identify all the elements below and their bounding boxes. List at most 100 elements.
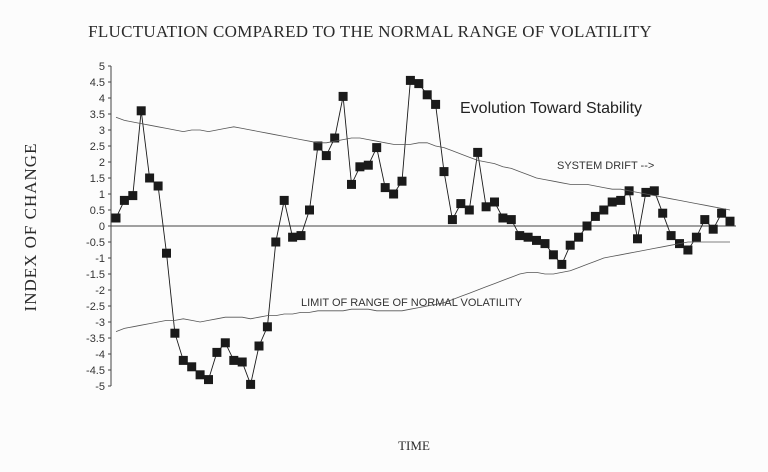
y-tick-label: 0.5 xyxy=(90,205,105,217)
y-tick-label: -5 xyxy=(95,381,105,393)
data-point-marker xyxy=(254,341,264,351)
data-point-marker xyxy=(170,328,180,338)
data-point-marker xyxy=(523,232,533,242)
data-point-marker xyxy=(473,147,483,157)
data-point-marker xyxy=(574,232,584,242)
data-point-marker xyxy=(548,250,558,260)
y-tick-label: 1.5 xyxy=(90,173,105,185)
data-point-marker xyxy=(666,231,676,241)
data-point-marker xyxy=(380,183,390,193)
data-point-marker xyxy=(515,231,525,241)
data-point-marker xyxy=(532,235,541,245)
data-point-marker xyxy=(347,179,356,189)
data-point-marker xyxy=(481,202,491,212)
data-point-marker xyxy=(506,215,516,225)
series-layer xyxy=(111,75,735,389)
data-point-marker xyxy=(422,90,432,100)
annotation-limit: LIMIT OF RANGE OF NORMAL VOLATILITY xyxy=(301,297,523,309)
y-tick-label: 3.5 xyxy=(90,109,105,121)
range-limit-line xyxy=(115,116,731,211)
y-tick-label: -1 xyxy=(95,253,105,265)
data-point-marker xyxy=(145,173,155,183)
data-point-marker xyxy=(338,91,348,101)
y-tick-label: -1.5 xyxy=(86,269,105,281)
data-point-marker xyxy=(565,240,575,250)
data-point-marker xyxy=(641,187,651,197)
y-tick-label: 4 xyxy=(99,93,105,105)
data-point-marker xyxy=(262,322,272,332)
data-point-marker xyxy=(128,191,138,201)
data-point-marker xyxy=(691,232,701,242)
data-point-marker xyxy=(431,99,441,109)
y-tick-label: 0 xyxy=(99,221,105,233)
data-point-marker xyxy=(717,208,727,218)
index-series-line xyxy=(115,79,731,386)
y-tick-label: -3 xyxy=(95,317,105,329)
data-point-marker xyxy=(136,106,146,116)
data-point-marker xyxy=(355,162,365,172)
data-point-marker xyxy=(405,75,415,85)
data-point-marker xyxy=(456,199,466,209)
data-point-marker xyxy=(700,215,710,225)
data-point-marker xyxy=(389,189,399,199)
data-point-marker xyxy=(607,197,617,207)
annotation-evolution: Evolution Toward Stability xyxy=(460,100,642,117)
y-tick-label: 2 xyxy=(99,157,105,169)
range-limit-line xyxy=(115,241,730,332)
data-point-marker xyxy=(229,355,239,365)
data-point-marker xyxy=(246,379,256,389)
annotation-drift: SYSTEM DRIFT --> xyxy=(557,160,654,172)
data-point-marker xyxy=(288,232,298,242)
data-point-marker xyxy=(313,141,323,151)
data-point-marker xyxy=(330,133,340,143)
data-point-marker xyxy=(279,195,289,205)
data-point-marker xyxy=(590,211,600,221)
data-point-marker xyxy=(363,160,373,170)
data-point-marker xyxy=(557,259,567,269)
y-tick-label: -4.5 xyxy=(86,365,105,377)
data-point-marker xyxy=(321,151,331,161)
data-point-marker xyxy=(212,347,222,357)
y-tick-label: -2 xyxy=(95,285,105,297)
data-point-marker xyxy=(397,176,407,186)
data-point-marker xyxy=(111,213,121,223)
data-point-marker xyxy=(498,213,508,223)
data-point-marker xyxy=(204,375,213,385)
y-axis-title: INDEX OF CHANGE xyxy=(21,143,40,312)
data-point-marker xyxy=(616,195,626,205)
y-tick-label: -4 xyxy=(95,349,105,361)
data-point-marker xyxy=(599,205,609,215)
y-tick-label: 2.5 xyxy=(90,141,105,153)
data-point-marker xyxy=(178,355,188,365)
data-point-marker xyxy=(187,362,197,372)
data-point-marker xyxy=(683,245,693,255)
y-tick-label: -2.5 xyxy=(86,301,105,313)
data-point-marker xyxy=(119,195,129,205)
y-tick-label: 4.5 xyxy=(90,77,105,89)
x-axis-title: TIME xyxy=(398,438,430,453)
chart-title: FLUCTUATION COMPARED TO THE NORMAL RANGE… xyxy=(88,22,652,41)
data-point-marker xyxy=(540,239,550,249)
data-point-marker xyxy=(633,234,642,244)
data-point-marker xyxy=(296,231,306,241)
y-tick-label: 5 xyxy=(99,61,105,73)
y-ticks: 5 4.5 4 3.5 3 2.5 2 1.5 1 0.5 0 -0.5 -1 -1.5 -2 -2.5 -3 -… xyxy=(86,61,111,393)
data-point-marker xyxy=(658,208,668,218)
data-point-marker xyxy=(237,357,247,367)
data-point-marker xyxy=(220,338,230,348)
data-point-marker xyxy=(439,167,449,177)
data-point-marker xyxy=(708,224,718,234)
data-point-marker xyxy=(464,205,474,215)
data-point-marker xyxy=(162,248,171,258)
data-point-marker xyxy=(195,370,205,380)
data-point-marker xyxy=(271,237,281,247)
y-tick-label: 3 xyxy=(99,125,105,137)
data-point-marker xyxy=(305,205,314,215)
data-point-marker xyxy=(649,186,659,196)
data-point-marker xyxy=(582,221,592,231)
data-point-marker xyxy=(372,143,382,153)
y-tick-label: 1 xyxy=(99,189,105,201)
data-point-marker xyxy=(447,215,457,225)
data-point-marker xyxy=(725,216,735,226)
